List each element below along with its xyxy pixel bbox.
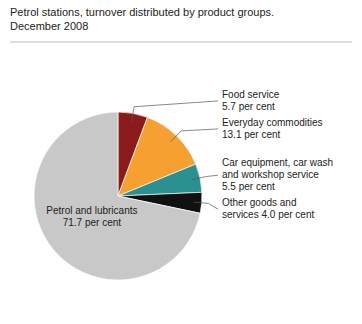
leader-line bbox=[192, 175, 218, 180]
pie bbox=[34, 112, 202, 280]
leader-line bbox=[193, 202, 218, 209]
leader-line bbox=[171, 129, 218, 142]
slice-label: Petrol and lubricants71.7 per cent bbox=[46, 205, 137, 228]
slice-label: Everyday commodities13.1 per cent bbox=[222, 117, 323, 140]
slice-label: Other goods andservices 4.0 per cent bbox=[222, 197, 314, 220]
slice bbox=[118, 164, 202, 196]
chart: Petrol stations, turnover distributed by… bbox=[0, 0, 362, 324]
labels: Food service5.7 per cent Everyday commodi… bbox=[46, 89, 333, 228]
leader-line bbox=[131, 101, 218, 122]
slice-label: Food service5.7 per cent bbox=[222, 89, 280, 112]
title-rule bbox=[10, 42, 352, 43]
slice-label: Car equipment, car washand workshop serv… bbox=[222, 157, 333, 192]
title: Petrol stations, turnover distributed by… bbox=[10, 6, 274, 32]
